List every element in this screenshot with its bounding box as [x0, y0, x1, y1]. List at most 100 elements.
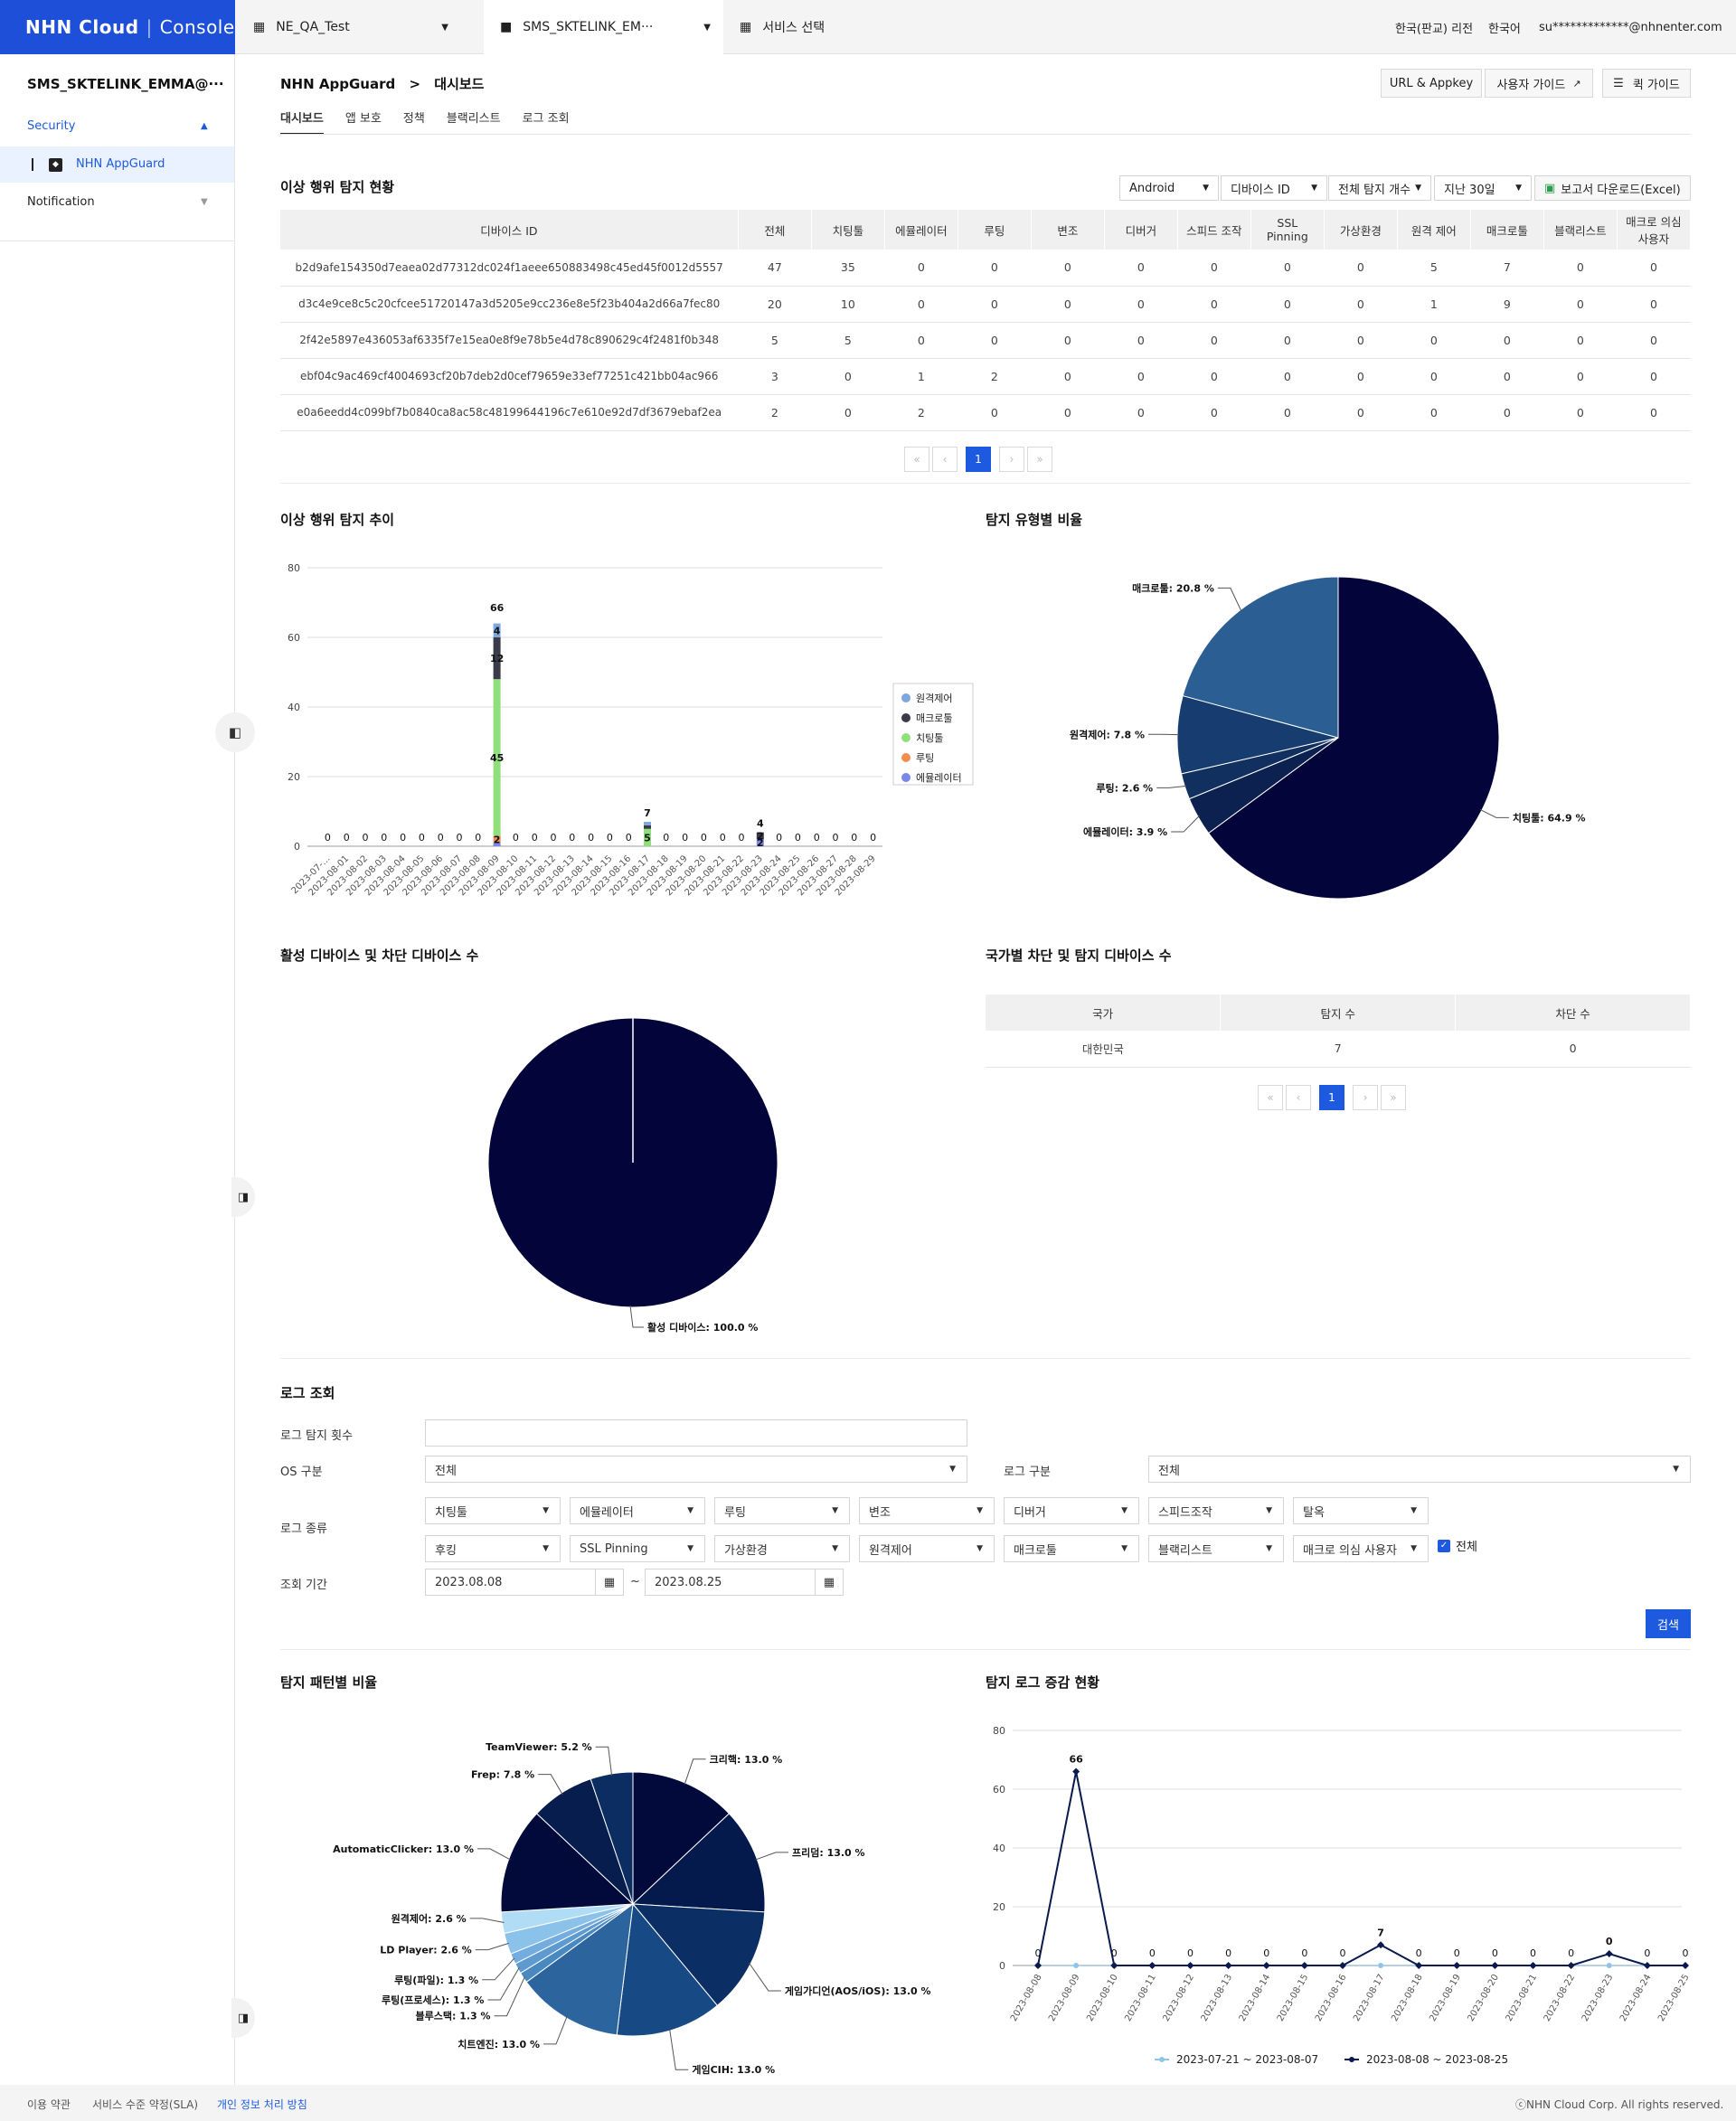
quick-guide-button[interactable]: ☰ 퀵 가이드: [1602, 69, 1691, 98]
next-page-button[interactable]: ›: [1353, 1085, 1378, 1110]
bar-segment[interactable]: [493, 637, 501, 680]
line-point[interactable]: [1148, 1962, 1156, 1969]
log-type-select[interactable]: 전체 ▼: [1148, 1456, 1691, 1483]
calendar-from-button[interactable]: ▦: [595, 1569, 624, 1596]
legend-label[interactable]: 2023-08-08 ~ 2023-08-25: [1366, 2053, 1508, 2066]
org-selector[interactable]: ▦ NE_QA_Test ▼: [253, 0, 461, 54]
bar-segment[interactable]: [493, 623, 501, 637]
line-point[interactable]: [1682, 1962, 1689, 1969]
page-button[interactable]: 1: [1319, 1085, 1344, 1110]
sla-link[interactable]: 서비스 수준 약정(SLA): [92, 2098, 199, 2111]
log-kind-select[interactable]: SSL Pinning ▼: [570, 1535, 705, 1562]
line-point[interactable]: [1415, 1962, 1423, 1969]
bar-segment[interactable]: [644, 825, 651, 829]
date-from-input[interactable]: 2023.08.08: [425, 1569, 597, 1596]
sidebar-toggle-button[interactable]: ◧: [215, 712, 255, 752]
chevron-down-icon[interactable]: ▼: [201, 197, 208, 207]
line-point[interactable]: [1034, 1962, 1042, 1969]
line-point[interactable]: [1491, 1962, 1499, 1969]
legend-label[interactable]: 원격제어: [916, 693, 952, 704]
legend-label[interactable]: 치팅툴: [916, 732, 943, 744]
line-point[interactable]: [1567, 1962, 1575, 1969]
log-kind-select[interactable]: 블랙리스트 ▼: [1148, 1535, 1284, 1562]
count-filter-select[interactable]: 전체 탐지 개수 ▼: [1328, 175, 1431, 201]
line-point[interactable]: [1643, 1962, 1651, 1969]
log-kind-select[interactable]: 원격제어 ▼: [859, 1535, 995, 1562]
line-point[interactable]: [1224, 1962, 1232, 1969]
device-filter-select[interactable]: 디바이스 ID ▼: [1221, 175, 1327, 201]
region-selector[interactable]: 한국(판교) 리전: [1395, 0, 1473, 54]
line-point[interactable]: [1529, 1962, 1537, 1969]
breadcrumb-root[interactable]: NHN AppGuard: [280, 76, 396, 92]
user-menu[interactable]: su*************@nhnenter.com: [1539, 0, 1722, 54]
terms-link[interactable]: 이용 약관: [27, 2098, 71, 2111]
legend-label[interactable]: 매크로툴: [916, 712, 952, 724]
tab-policy[interactable]: 정책: [402, 112, 425, 126]
bar-segment[interactable]: [493, 835, 501, 844]
bar-segment[interactable]: [644, 828, 651, 846]
first-page-button[interactable]: «: [1258, 1085, 1283, 1110]
calendar-to-button[interactable]: ▦: [815, 1569, 844, 1596]
line-point[interactable]: [1378, 1963, 1384, 1968]
log-count-input[interactable]: [425, 1419, 967, 1447]
url-appkey-button[interactable]: URL & Appkey: [1381, 69, 1482, 98]
prev-page-button[interactable]: ‹: [1286, 1085, 1311, 1110]
date-to-input[interactable]: 2023.08.25: [645, 1569, 816, 1596]
sidebar-toggle-tab[interactable]: ◨: [231, 1998, 255, 2038]
line-point[interactable]: [1605, 1950, 1613, 1957]
last-page-button[interactable]: »: [1381, 1085, 1406, 1110]
legend-label[interactable]: 루팅: [916, 752, 934, 764]
log-kind-select[interactable]: 가상환경 ▼: [714, 1535, 850, 1562]
project-selector[interactable]: ■ SMS_SKTELINK_EM··· ▼: [484, 0, 723, 54]
log-kind-select[interactable]: 에뮬레이터 ▼: [570, 1497, 705, 1524]
bar-segment[interactable]: [756, 839, 764, 846]
line-point[interactable]: [1110, 1962, 1118, 1969]
chevron-up-icon[interactable]: ▲: [201, 121, 208, 131]
user-guide-button[interactable]: 사용자 가이드 ↗: [1485, 69, 1593, 98]
pie-slice[interactable]: [631, 1903, 766, 2006]
log-kind-select[interactable]: 루팅 ▼: [714, 1497, 850, 1524]
line-point[interactable]: [1073, 1963, 1080, 1968]
log-kind-select[interactable]: 탈옥 ▼: [1293, 1497, 1429, 1524]
legend-label[interactable]: 에뮬레이터: [916, 772, 962, 784]
line-point[interactable]: [1186, 1962, 1194, 1969]
privacy-link[interactable]: 개인 정보 처리 방침: [217, 2098, 307, 2111]
language-selector[interactable]: 한국어: [1488, 0, 1521, 54]
log-kind-select[interactable]: 변조 ▼: [859, 1497, 995, 1524]
page-button[interactable]: 1: [966, 447, 991, 472]
period-filter-select[interactable]: 지난 30일 ▼: [1434, 175, 1532, 201]
tab-app-protect[interactable]: 앱 보호: [344, 112, 382, 126]
all-checkbox[interactable]: ✓ 전체: [1438, 1537, 1477, 1554]
bar-segment[interactable]: [644, 822, 651, 825]
excel-download-button[interactable]: ▣ 보고서 다운로드(Excel): [1534, 175, 1691, 201]
sidebar-toggle-tab[interactable]: ◨: [231, 1177, 255, 1217]
legend-label[interactable]: 2023-07-21 ~ 2023-08-07: [1176, 2053, 1318, 2066]
tab-dashboard[interactable]: 대시보드: [280, 108, 324, 135]
line-point[interactable]: [1453, 1962, 1461, 1969]
sidebar-section-security[interactable]: Security: [27, 119, 76, 133]
tab-blacklist[interactable]: 블랙리스트: [446, 112, 501, 126]
os-filter-select[interactable]: Android ▼: [1119, 175, 1219, 201]
tab-log[interactable]: 로그 조회: [522, 112, 570, 126]
line-point[interactable]: [1606, 1963, 1612, 1968]
search-button[interactable]: 검색: [1646, 1609, 1691, 1638]
last-page-button[interactable]: »: [1027, 447, 1052, 472]
log-kind-select[interactable]: 치팅툴 ▼: [425, 1497, 561, 1524]
sidebar-item-appguard[interactable]: ◆ NHN AppGuard: [0, 146, 234, 183]
first-page-button[interactable]: «: [904, 447, 929, 472]
bar-segment[interactable]: [756, 832, 764, 840]
os-select[interactable]: 전체 ▼: [425, 1456, 967, 1483]
line-point[interactable]: [1338, 1962, 1346, 1969]
line-point[interactable]: [1072, 1768, 1080, 1776]
nhn-cloud-logo[interactable]: NHN Cloud | Console: [0, 0, 235, 54]
bar-segment[interactable]: [493, 679, 501, 836]
prev-page-button[interactable]: ‹: [932, 447, 958, 472]
line-point[interactable]: [1377, 1941, 1385, 1949]
next-page-button[interactable]: ›: [999, 447, 1024, 472]
log-kind-select[interactable]: 디버거 ▼: [1004, 1497, 1139, 1524]
line-point[interactable]: [1300, 1962, 1308, 1969]
log-kind-select[interactable]: 후킹 ▼: [425, 1535, 561, 1562]
sidebar-section-notification[interactable]: Notification: [27, 195, 95, 209]
line-point[interactable]: [1262, 1962, 1270, 1969]
service-selector[interactable]: ▦ 서비스 선택: [740, 0, 825, 54]
